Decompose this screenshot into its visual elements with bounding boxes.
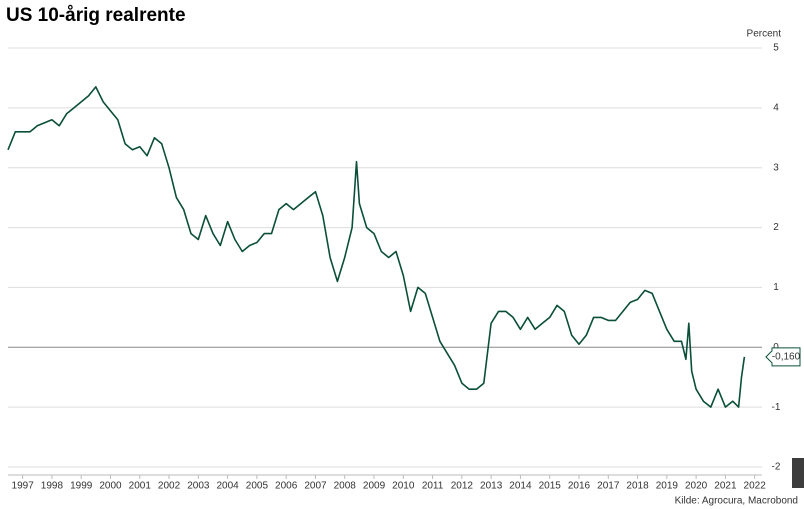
end-label-box (765, 347, 801, 367)
x-tick-label: 2006 (275, 481, 298, 492)
x-tick-label: 2000 (99, 481, 122, 492)
x-tick-label: 2004 (216, 481, 239, 492)
y-tick-label: 5 (773, 43, 779, 54)
x-tick-label: 1998 (41, 481, 64, 492)
x-tick-label: 2015 (539, 481, 562, 492)
y-tick-label: 1 (773, 282, 779, 293)
x-tick-label: 1997 (12, 481, 35, 492)
x-tick-label: 2010 (392, 481, 415, 492)
x-tick-label: 2002 (158, 481, 181, 492)
x-tick-label: 2021 (714, 481, 737, 492)
x-tick-label: 2016 (568, 481, 591, 492)
x-tick-label: 2013 (480, 481, 503, 492)
x-tick-label: 2007 (304, 481, 327, 492)
y-tick-label: 4 (773, 102, 779, 113)
x-tick-label: 2008 (334, 481, 357, 492)
y-tick-label: -2 (772, 462, 781, 473)
y-tick-label: -1 (772, 402, 781, 413)
chart-title: US 10-årig realrente (6, 5, 186, 26)
x-tick-label: 2014 (509, 481, 532, 492)
data-line (7, 86, 746, 408)
source: Kilde: Agrocura, Macrobond (675, 496, 798, 507)
x-tick-label: 2001 (129, 481, 152, 492)
y-axis-label: Percent (747, 29, 782, 40)
x-tick-label: 2005 (246, 481, 269, 492)
x-tick-label: 2020 (685, 481, 708, 492)
x-tick-label: 2018 (626, 481, 649, 492)
x-tick-label: 2012 (451, 481, 474, 492)
x-tick-label: 2003 (187, 481, 210, 492)
logo (792, 458, 804, 488)
x-tick-label: 2011 (422, 481, 444, 492)
x-tick-label: 2019 (656, 481, 679, 492)
x-tick-label: 1999 (70, 481, 93, 492)
x-tick-label: 2022 (744, 481, 767, 492)
y-tick-label: 2 (773, 222, 779, 233)
y-tick-label: 3 (773, 162, 779, 173)
end-label: -0,160 (772, 352, 801, 363)
x-tick-label: 2017 (597, 481, 620, 492)
x-tick-label: 2009 (363, 481, 386, 492)
